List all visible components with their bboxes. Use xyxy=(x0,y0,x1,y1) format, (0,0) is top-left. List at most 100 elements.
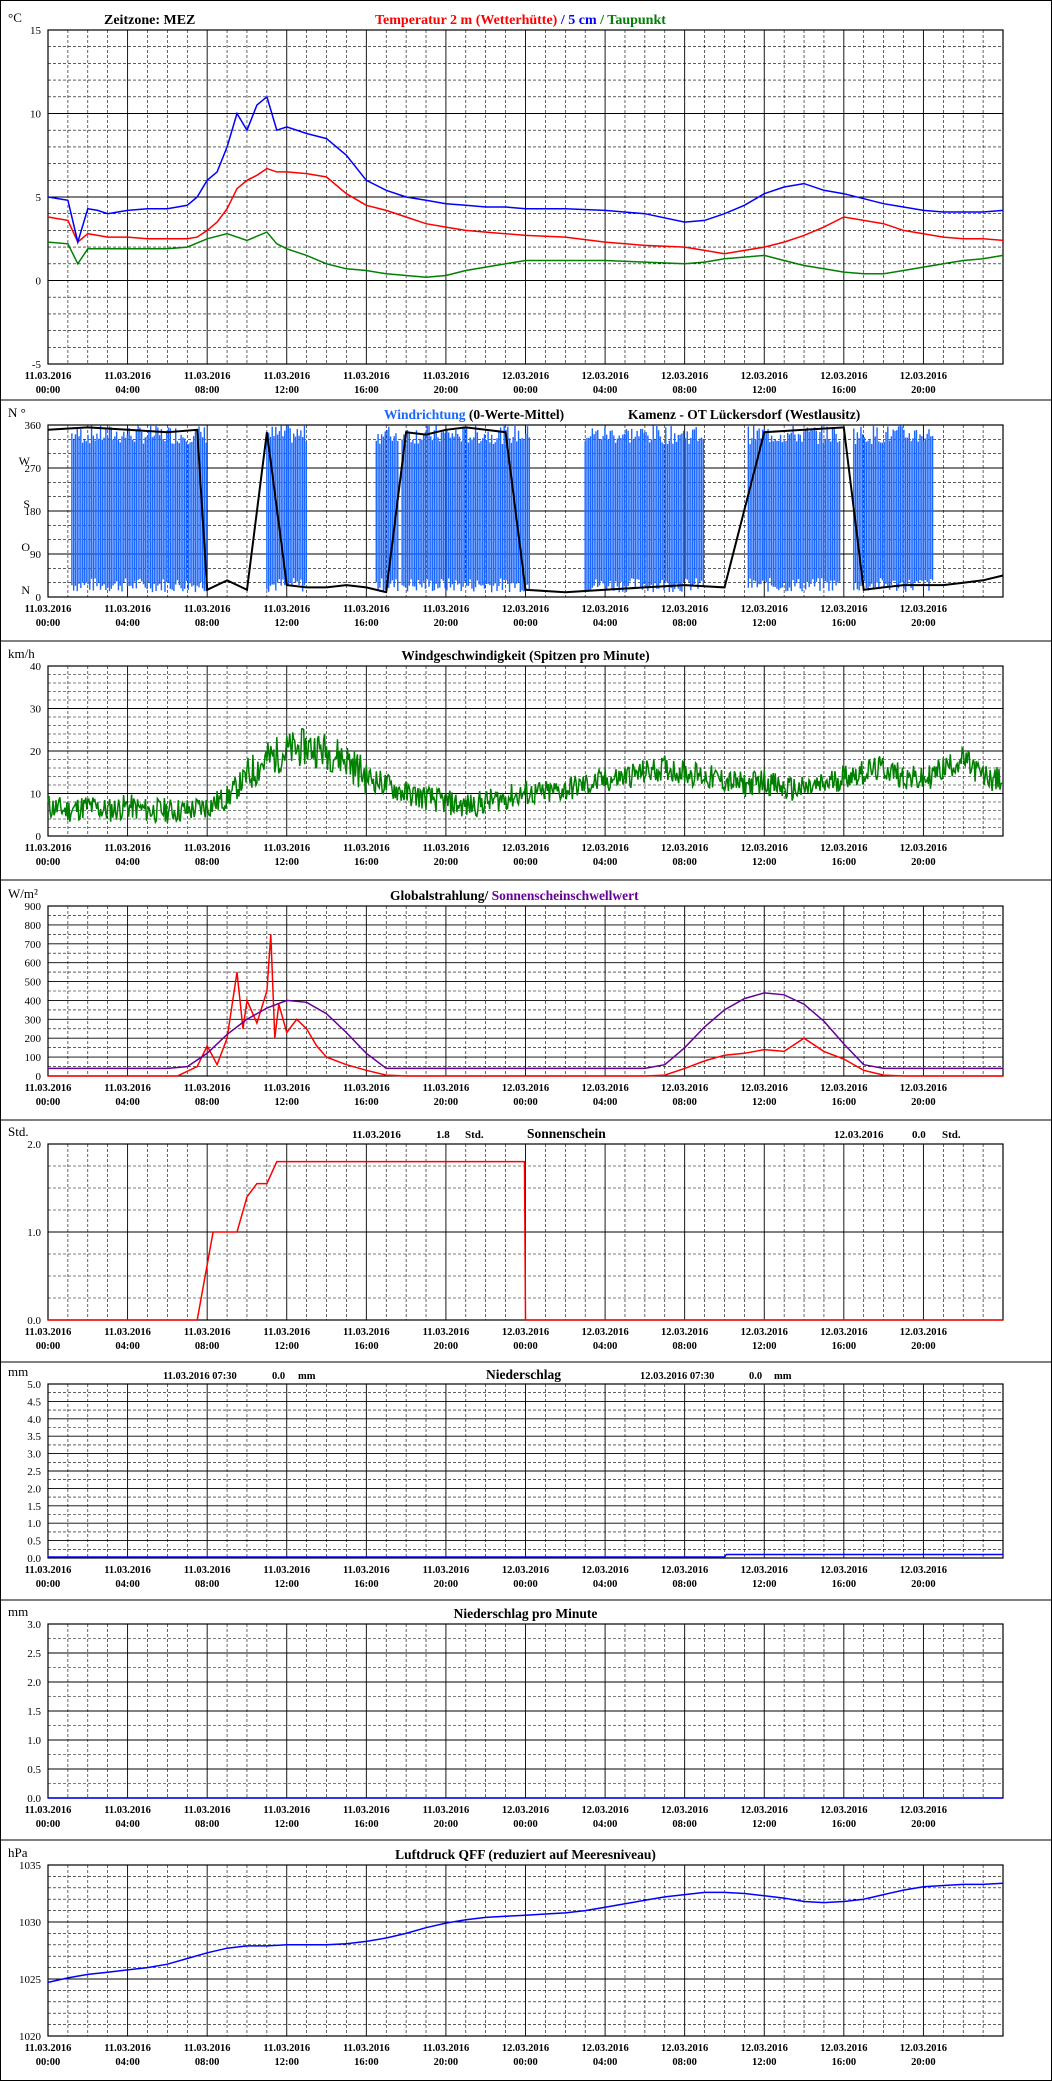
x-tick-date: 12.03.2016 xyxy=(900,1083,947,1094)
chart-title: Windgeschwindigkeit (Spitzen pro Minute) xyxy=(401,648,649,663)
day2-unit: mm xyxy=(774,1371,792,1382)
x-tick-time: 08:00 xyxy=(672,1819,697,1830)
unit-label: W/m² xyxy=(8,886,38,901)
x-tick-date: 11.03.2016 xyxy=(343,2043,390,2054)
x-tick-date: 11.03.2016 xyxy=(104,2043,151,2054)
x-tick-date: 12.03.2016 xyxy=(502,1327,549,1338)
y-tick-label: 600 xyxy=(25,958,42,970)
x-tick-time: 20:00 xyxy=(911,618,936,629)
y-tick-label: 1030 xyxy=(19,1917,42,1929)
title-part: Taupunkt xyxy=(607,13,666,28)
x-tick-date: 11.03.2016 xyxy=(263,1327,310,1338)
x-tick-date: 11.03.2016 xyxy=(263,1565,310,1576)
x-tick-date: 12.03.2016 xyxy=(581,371,628,382)
y-tick-label: 5 xyxy=(36,192,42,204)
title-part: Temperatur 2 m (Wetterhütte) xyxy=(375,13,558,28)
x-tick-time: 08:00 xyxy=(195,857,220,868)
x-tick-date: 12.03.2016 xyxy=(820,1083,867,1094)
y-tick-label: 700 xyxy=(25,939,42,951)
direction-label: O xyxy=(21,540,30,554)
x-tick-date: 12.03.2016 xyxy=(741,1083,788,1094)
x-tick-date: 12.03.2016 xyxy=(661,1327,708,1338)
x-tick-time: 04:00 xyxy=(115,1579,140,1590)
x-tick-time: 16:00 xyxy=(354,2057,379,2068)
y-tick-label: 400 xyxy=(25,995,42,1007)
y-tick-label: 4.5 xyxy=(27,1396,41,1408)
x-tick-date: 12.03.2016 xyxy=(741,1327,788,1338)
x-tick-time: 20:00 xyxy=(911,1341,936,1352)
x-tick-time: 00:00 xyxy=(513,618,538,629)
y-tick-label: 1020 xyxy=(19,2031,42,2043)
x-tick-date: 12.03.2016 xyxy=(502,371,549,382)
series-line-wind_dir_black xyxy=(47,426,1004,594)
x-tick-time: 08:00 xyxy=(672,1579,697,1590)
x-tick-date: 12.03.2016 xyxy=(581,843,628,854)
x-tick-time: 04:00 xyxy=(593,1097,618,1108)
series-line-wind_speed xyxy=(47,727,1004,825)
x-tick-date: 11.03.2016 xyxy=(25,843,72,854)
chart-title: Sonnenschein xyxy=(527,1126,606,1141)
y-tick-label: 270 xyxy=(25,463,42,475)
x-tick-date: 11.03.2016 xyxy=(25,1805,72,1816)
day1-value: 1.8 xyxy=(436,1129,450,1141)
series-line-dewpoint xyxy=(47,231,1004,278)
x-tick-time: 16:00 xyxy=(832,857,857,868)
y-tick-label: 10 xyxy=(30,109,42,121)
x-tick-date: 12.03.2016 xyxy=(661,2043,708,2054)
x-tick-date: 11.03.2016 xyxy=(423,2043,470,2054)
x-tick-date: 11.03.2016 xyxy=(423,604,470,615)
x-tick-date: 11.03.2016 xyxy=(423,843,470,854)
x-tick-date: 12.03.2016 xyxy=(502,1565,549,1576)
y-tick-label: 0.5 xyxy=(27,1764,41,1776)
x-tick-date: 12.03.2016 xyxy=(502,1805,549,1816)
x-tick-time: 12:00 xyxy=(752,1819,777,1830)
chart-title: Temperatur 2 m (Wetterhütte) / 5 cm / Ta… xyxy=(375,13,666,28)
y-tick-label: 15 xyxy=(30,25,42,37)
x-tick-date: 12.03.2016 xyxy=(741,843,788,854)
x-tick-time: 16:00 xyxy=(354,618,379,629)
title-part: / xyxy=(597,13,608,28)
x-tick-time: 12:00 xyxy=(752,1097,777,1108)
x-tick-time: 16:00 xyxy=(832,1579,857,1590)
x-tick-time: 08:00 xyxy=(672,385,697,396)
wind_speed-panel: 40302010011.03.201600:0011.03.201604:001… xyxy=(8,646,1004,868)
y-tick-label: 0 xyxy=(36,592,42,604)
y-tick-label: 800 xyxy=(25,920,42,932)
x-tick-date: 12.03.2016 xyxy=(502,604,549,615)
x-tick-date: 11.03.2016 xyxy=(104,1327,151,1338)
series-line-pressure xyxy=(47,1882,1004,1984)
x-tick-date: 11.03.2016 xyxy=(184,1805,231,1816)
x-tick-time: 04:00 xyxy=(593,1819,618,1830)
x-tick-date: 11.03.2016 xyxy=(263,2043,310,2054)
unit-label: N ° xyxy=(8,405,26,420)
x-tick-time: 16:00 xyxy=(832,1097,857,1108)
title-rest: (0-Werte-Mittel) xyxy=(469,407,564,422)
chart-title: Globalstrahlung/ Sonnenscheinschwellwert xyxy=(390,888,639,903)
x-tick-date: 12.03.2016 xyxy=(581,1565,628,1576)
x-tick-time: 00:00 xyxy=(513,857,538,868)
x-tick-time: 08:00 xyxy=(195,385,220,396)
x-tick-time: 12:00 xyxy=(752,857,777,868)
x-tick-date: 12.03.2016 xyxy=(502,2043,549,2054)
x-tick-date: 12.03.2016 xyxy=(502,1083,549,1094)
y-tick-label: 5.0 xyxy=(27,1379,41,1391)
x-tick-date: 12.03.2016 xyxy=(741,1565,788,1576)
x-tick-date: 11.03.2016 xyxy=(184,1327,231,1338)
series-line-radiation xyxy=(48,934,1003,1077)
x-tick-time: 00:00 xyxy=(36,618,61,629)
y-tick-label: 0.5 xyxy=(27,1536,41,1548)
unit-label: mm xyxy=(8,1604,28,1619)
x-tick-date: 12.03.2016 xyxy=(741,1805,788,1816)
day1-unit: Std. xyxy=(465,1129,484,1141)
plot-border xyxy=(47,1864,1004,2037)
x-tick-time: 20:00 xyxy=(434,2057,459,2068)
chart-title: Windrichtung (0-Werte-Mittel) xyxy=(384,407,564,422)
x-tick-time: 04:00 xyxy=(593,1341,618,1352)
x-tick-time: 04:00 xyxy=(115,385,140,396)
title-part1: Globalstrahlung/ xyxy=(390,888,492,903)
y-tick-label: 1035 xyxy=(19,1860,42,1872)
x-tick-time: 20:00 xyxy=(434,1579,459,1590)
y-tick-label: 2.5 xyxy=(27,1648,41,1660)
station-name: Kamenz - OT Lückersdorf (Westlausitz) xyxy=(628,407,860,422)
